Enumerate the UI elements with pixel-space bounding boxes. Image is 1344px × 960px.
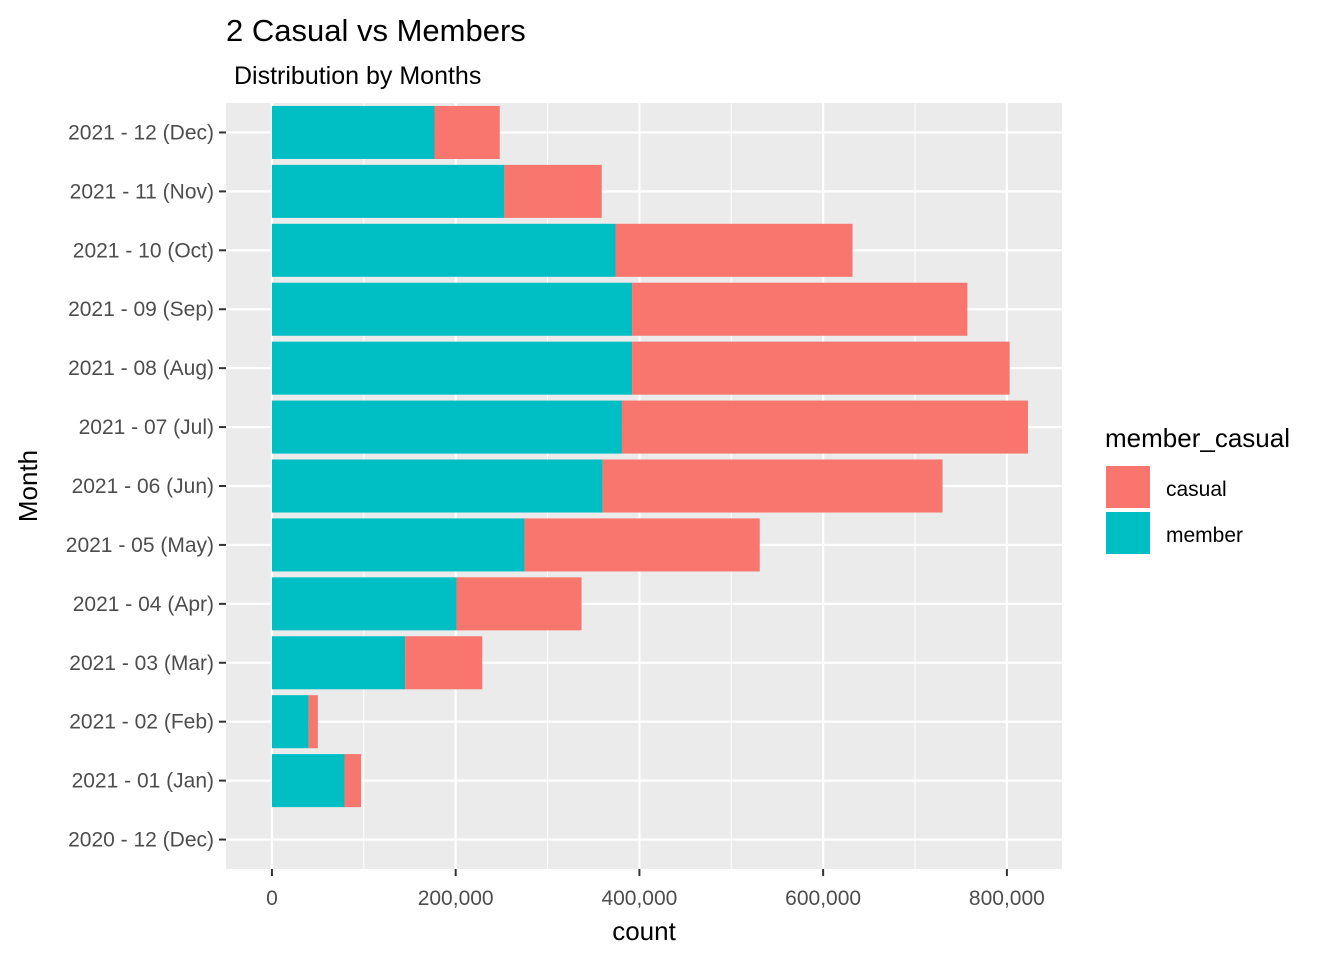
bar-member	[271, 577, 457, 631]
bar-casual	[405, 636, 483, 690]
legend: member_casual casual member	[1105, 423, 1290, 554]
bar-member	[271, 164, 505, 218]
bar-casual	[632, 341, 1010, 395]
bar-member	[271, 223, 616, 277]
bar-casual	[504, 164, 602, 218]
bar-casual	[615, 223, 853, 277]
y-tick-label: 2021 - 05 (May)	[66, 534, 214, 557]
x-tick-label: 200,000	[418, 887, 494, 910]
y-tick-label: 2021 - 02 (Feb)	[69, 711, 214, 734]
bar-casual	[456, 577, 582, 631]
bar-member	[271, 105, 435, 159]
chart-subtitle: Distribution by Months	[234, 62, 481, 90]
y-tick-label: 2021 - 08 (Aug)	[68, 357, 214, 380]
bar-member	[271, 695, 309, 749]
y-axis: 2020 - 12 (Dec) 2021 - 01 (Jan) 2021 - 02 …	[66, 121, 226, 852]
bar-casual	[308, 695, 318, 749]
y-tick-label: 2021 - 09 (Sep)	[68, 298, 214, 321]
y-tick-label: 2021 - 01 (Jan)	[72, 770, 214, 793]
bar-casual	[344, 754, 362, 808]
bars	[271, 105, 1029, 808]
bar-casual	[434, 105, 500, 159]
legend-label-member: member	[1166, 524, 1243, 547]
y-tick-label: 2020 - 12 (Dec)	[68, 829, 214, 852]
legend-title: member_casual	[1105, 423, 1290, 453]
x-tick-label: 400,000	[601, 887, 677, 910]
y-tick-label: 2021 - 07 (Jul)	[79, 416, 214, 439]
bar-casual	[602, 459, 943, 513]
x-axis-title: count	[612, 916, 676, 946]
bar-casual	[632, 282, 968, 336]
bar-member	[271, 754, 345, 808]
bar-member	[271, 282, 633, 336]
bar-member	[271, 400, 622, 454]
y-tick-label: 2021 - 06 (Jun)	[72, 475, 214, 498]
y-tick-label: 2021 - 04 (Apr)	[73, 593, 214, 616]
legend-label-casual: casual	[1166, 478, 1227, 501]
bar-casual	[621, 400, 1029, 454]
y-tick-label: 2021 - 10 (Oct)	[73, 239, 214, 262]
x-tick-label: 600,000	[785, 887, 861, 910]
legend-key-casual	[1106, 466, 1150, 508]
bar-member	[271, 518, 525, 572]
bar-member	[271, 459, 603, 513]
y-tick-label: 2021 - 11 (Nov)	[70, 180, 214, 203]
x-axis: 0 200,000 400,000 600,000 800,000	[266, 869, 1045, 910]
y-axis-title: Month	[13, 450, 43, 522]
x-tick-label: 0	[266, 887, 278, 910]
legend-key-member	[1106, 512, 1150, 554]
bar-member	[271, 636, 406, 690]
chart-title: 2 Casual vs Members	[226, 13, 526, 48]
y-tick-label: 2021 - 12 (Dec)	[68, 121, 214, 144]
bar-casual	[524, 518, 760, 572]
bar-member	[271, 341, 633, 395]
y-tick-label: 2021 - 03 (Mar)	[69, 652, 214, 675]
x-tick-label: 800,000	[969, 887, 1045, 910]
